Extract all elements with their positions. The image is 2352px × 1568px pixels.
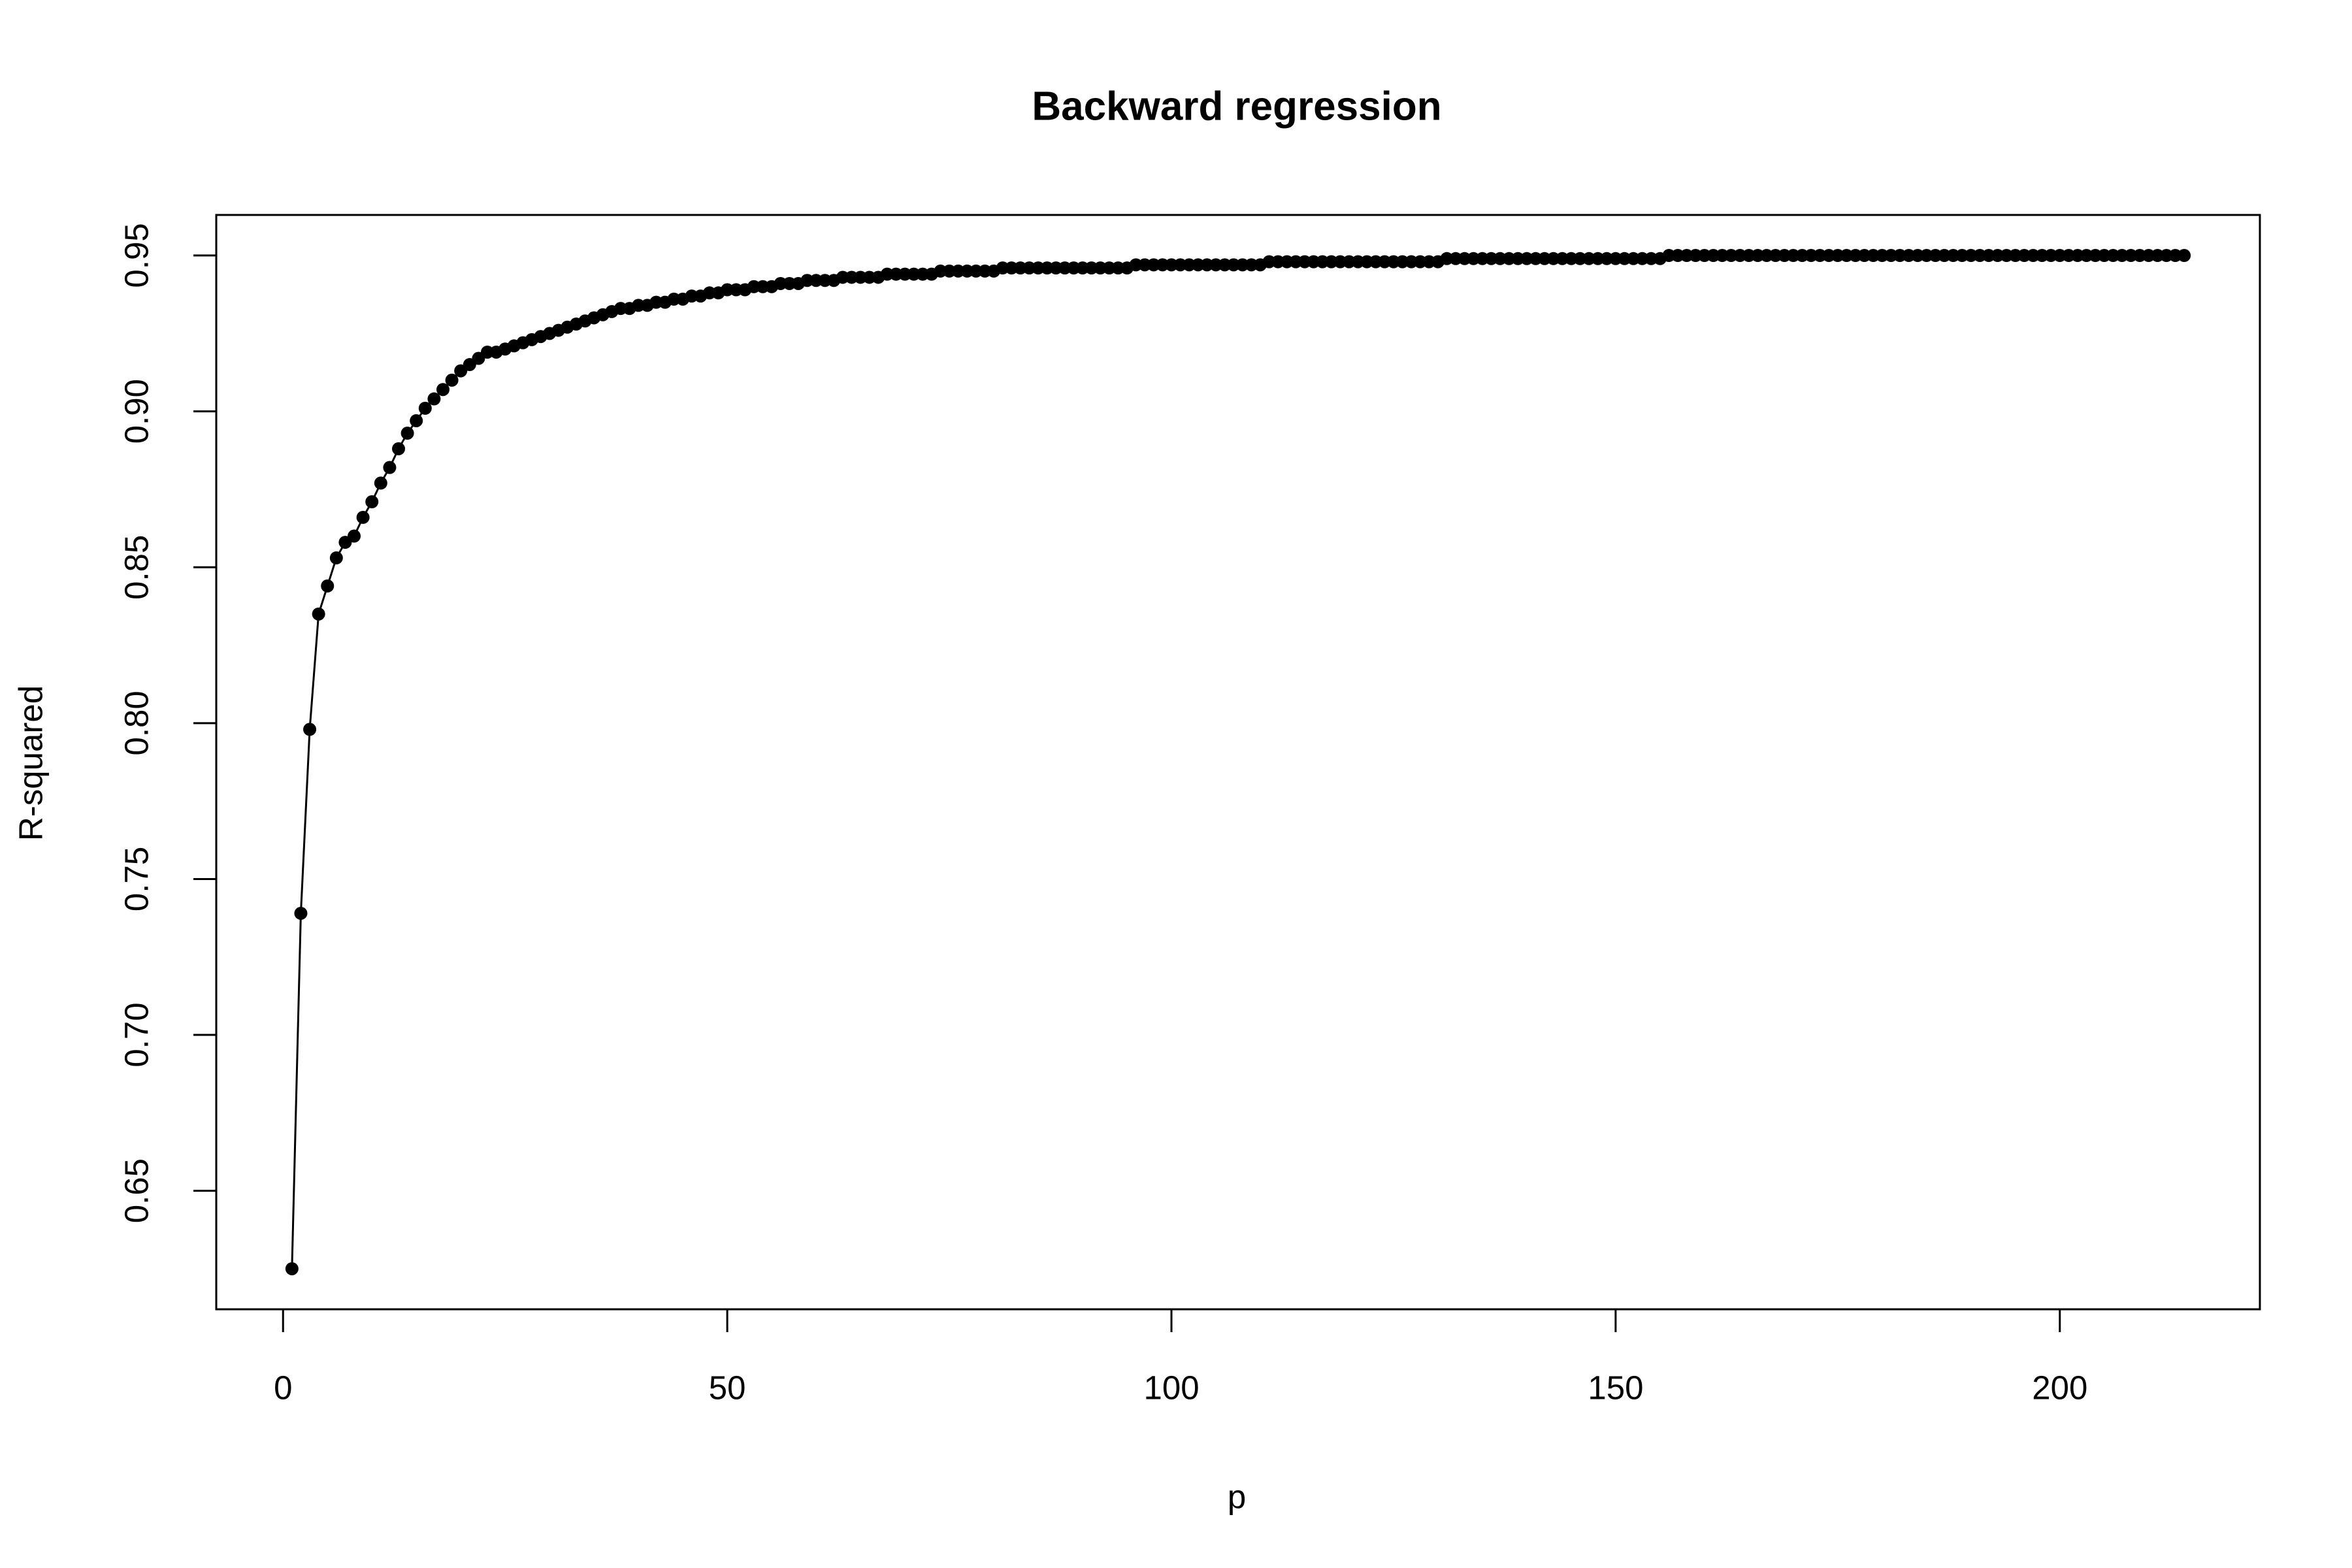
- y-axis-label: R-squared: [12, 685, 49, 841]
- x-tick-label: 100: [1143, 1369, 1199, 1406]
- data-point: [427, 392, 441, 406]
- x-tick-label: 50: [709, 1369, 746, 1406]
- data-point: [285, 1262, 299, 1275]
- data-point: [365, 495, 379, 509]
- y-tick-label: 0.75: [118, 847, 155, 911]
- data-point: [410, 414, 423, 427]
- data-point: [294, 906, 308, 920]
- data-point: [400, 427, 414, 440]
- data-point: [329, 551, 343, 564]
- data-point: [2178, 249, 2191, 263]
- data-point: [374, 476, 387, 490]
- y-tick-label: 0.85: [118, 535, 155, 600]
- data-point: [321, 579, 335, 593]
- data-point: [356, 510, 370, 524]
- y-tick-label: 0.70: [118, 1002, 155, 1067]
- data-point: [436, 383, 450, 397]
- data-point: [312, 607, 325, 621]
- y-tick-label: 0.95: [118, 223, 155, 287]
- data-point: [348, 529, 361, 543]
- data-point: [418, 401, 432, 415]
- data-point: [392, 442, 406, 455]
- data-point: [383, 461, 397, 474]
- y-tick-label: 0.90: [118, 379, 155, 444]
- x-tick-label: 200: [2032, 1369, 2087, 1406]
- data-point: [445, 373, 459, 387]
- x-axis-label: p: [1228, 1478, 1246, 1515]
- x-tick-label: 0: [274, 1369, 292, 1406]
- y-tick-label: 0.65: [118, 1158, 155, 1223]
- x-tick-label: 150: [1588, 1369, 1643, 1406]
- y-tick-label: 0.80: [118, 691, 155, 755]
- data-point: [303, 723, 317, 736]
- chart-title: Backward regression: [1032, 84, 1441, 129]
